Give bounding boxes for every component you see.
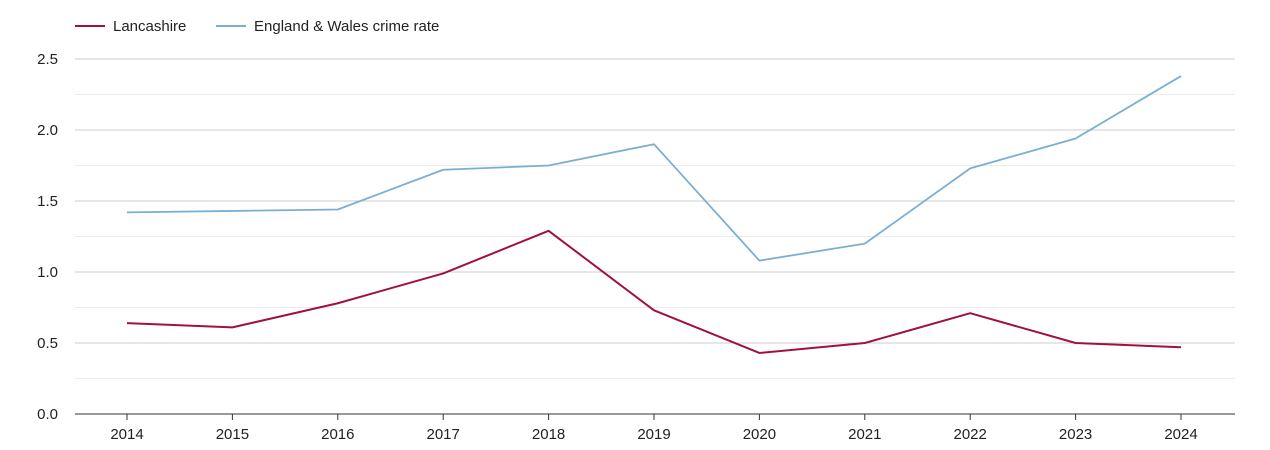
legend[interactable]: Lancashire England & Wales crime rate — [75, 18, 439, 35]
x-tick-label: 2020 — [743, 426, 776, 443]
legend-label-lancashire: Lancashire — [113, 18, 186, 35]
legend-item-england-wales[interactable]: England & Wales crime rate — [216, 18, 439, 35]
grid-lines — [75, 58, 1235, 379]
y-tick-label: 0.5 — [37, 335, 58, 352]
y-tick-label: 2.0 — [37, 122, 58, 139]
x-tick-label: 2018 — [532, 426, 565, 443]
x-tick-label: 2019 — [637, 426, 670, 443]
y-tick-label: 1.0 — [37, 264, 58, 281]
x-tick-label: 2021 — [848, 426, 881, 443]
x-tick-label: 2023 — [1059, 426, 1092, 443]
x-tick-label: 2014 — [110, 426, 143, 443]
y-tick-label: 1.5 — [37, 193, 58, 210]
axes: 0.0 0.5 1.0 1.5 2.0 2.5 2014 2015 2016 2017 2018 20… — [37, 51, 1235, 443]
x-tick-label: 2022 — [954, 426, 987, 443]
x-tick-label: 2017 — [427, 426, 460, 443]
legend-label-england-wales: England & Wales crime rate — [254, 18, 439, 35]
series-line-england-wales — [126, 75, 1182, 262]
y-tick-label: 0.0 — [37, 406, 58, 423]
series-lines — [126, 75, 1182, 354]
x-tick-label: 2024 — [1164, 426, 1197, 443]
series-line-lancashire — [126, 229, 1182, 354]
legend-item-lancashire[interactable]: Lancashire — [75, 18, 186, 35]
y-tick-label: 2.5 — [37, 51, 58, 68]
x-tick-label: 2015 — [216, 426, 249, 443]
x-tick-label: 2016 — [321, 426, 354, 443]
